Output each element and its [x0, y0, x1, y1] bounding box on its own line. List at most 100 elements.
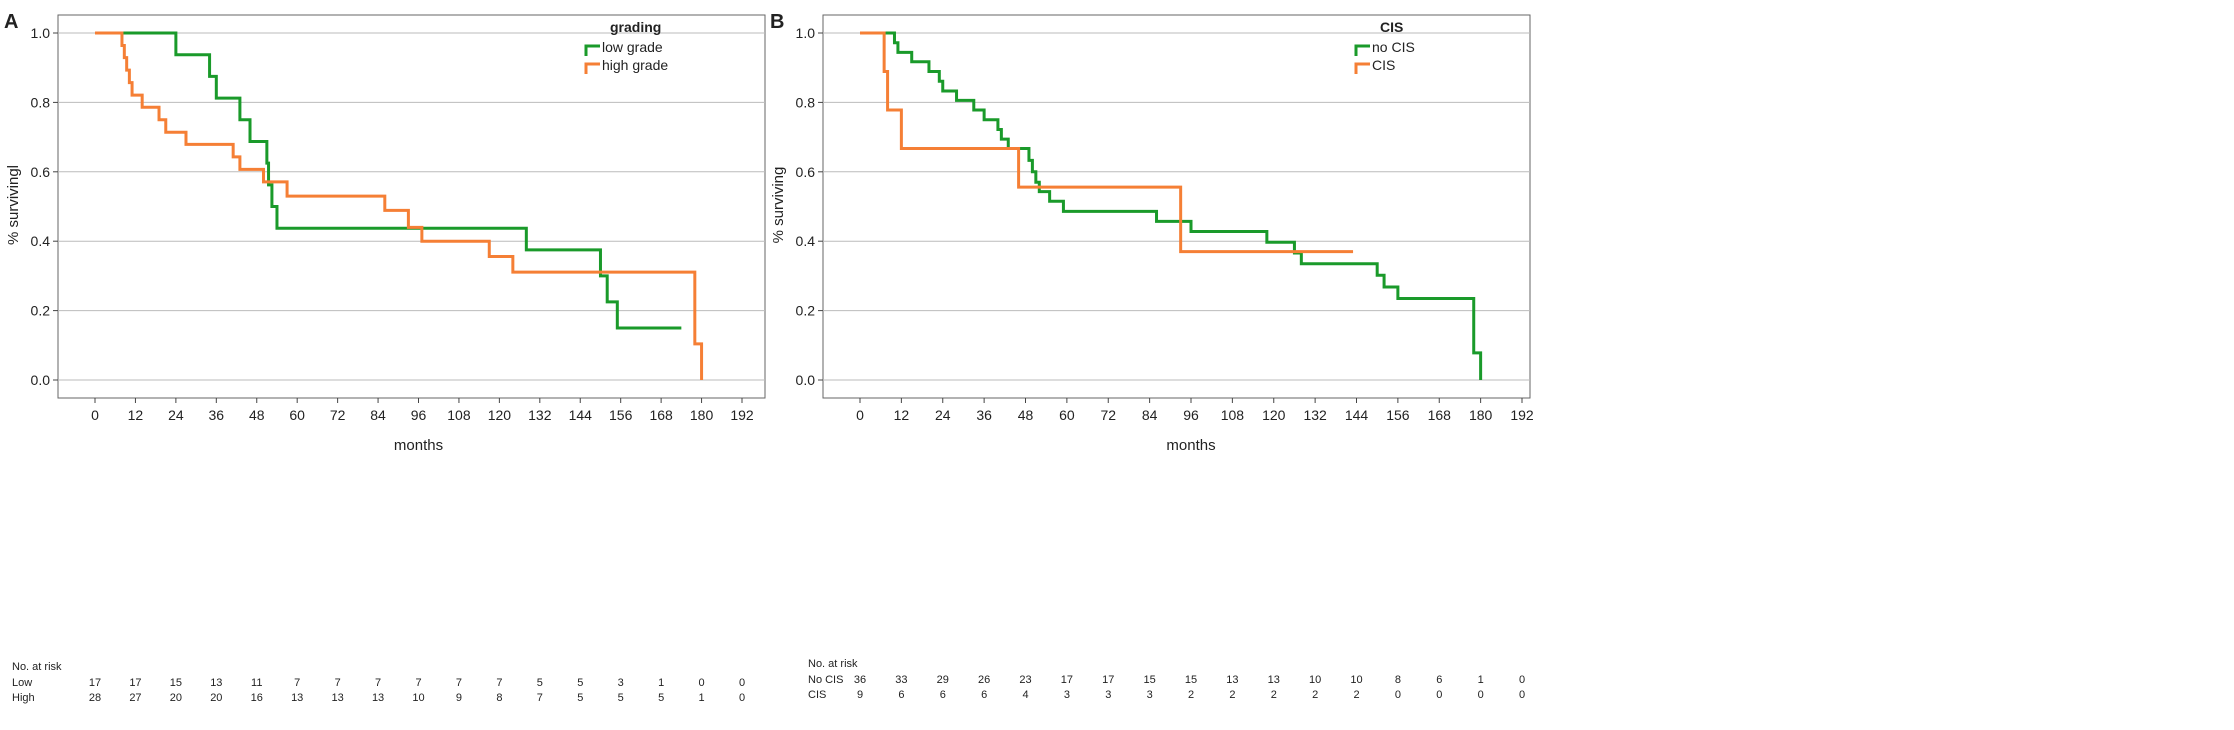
risk-value: 7	[415, 677, 421, 689]
x-tick-label: 168	[649, 407, 673, 423]
y-tick-label: 0.4	[796, 233, 816, 249]
x-tick-label: 120	[488, 407, 512, 423]
x-tick-label: 24	[935, 407, 951, 423]
risk-value: 23	[1019, 674, 1031, 686]
risk-value: 2	[1188, 689, 1194, 701]
risk-value: 13	[210, 677, 222, 689]
legend-swatch	[1354, 62, 1370, 74]
risk-value: 0	[739, 677, 745, 689]
legend-entry: low grade	[602, 39, 663, 55]
risk-value: 13	[332, 692, 344, 704]
risk-value: 2	[1229, 689, 1235, 701]
x-tick-label: 108	[447, 407, 471, 423]
x-tick-label: 0	[856, 407, 864, 423]
risk-row-label: Low	[12, 677, 32, 689]
x-tick-label: 84	[1142, 407, 1158, 423]
x-tick-label: 24	[168, 407, 184, 423]
x-axis-label: months	[1166, 437, 1215, 454]
risk-value: 7	[294, 677, 300, 689]
risk-value: 0	[1395, 689, 1401, 701]
risk-value: 17	[1102, 674, 1114, 686]
legend-entry: no CIS	[1372, 39, 1415, 55]
risk-value: 20	[170, 692, 182, 704]
legend-swatch	[584, 44, 600, 56]
x-tick-label: 48	[1018, 407, 1034, 423]
risk-value: 13	[1268, 674, 1280, 686]
x-tick-label: 0	[91, 407, 99, 423]
x-tick-label: 180	[1469, 407, 1493, 423]
x-tick-label: 60	[289, 407, 305, 423]
y-tick-label: 1.0	[31, 25, 51, 41]
x-tick-label: 132	[528, 407, 552, 423]
risk-value: 27	[129, 692, 141, 704]
risk-value: 15	[1185, 674, 1197, 686]
risk-row-label: High	[12, 692, 35, 704]
risk-value: 7	[496, 677, 502, 689]
risk-value: 6	[940, 689, 946, 701]
risk-value: 2	[1271, 689, 1277, 701]
x-tick-label: 36	[209, 407, 225, 423]
legend-title: CIS	[1380, 19, 1403, 35]
risk-value: 16	[251, 692, 263, 704]
x-tick-label: 132	[1303, 407, 1327, 423]
risk-value: 5	[618, 692, 624, 704]
risk-value: 0	[1519, 674, 1525, 686]
chart-panel-a: A0.00.20.40.60.81.00 12 24 36 48 60 72 84 96 108 1…	[4, 11, 766, 704]
risk-value: 10	[412, 692, 424, 704]
survival-curve-cis	[860, 31, 1354, 254]
risk-value: 15	[1144, 674, 1156, 686]
legend-title: grading	[610, 19, 661, 35]
x-tick-label: 108	[1221, 407, 1245, 423]
survival-curve-low-grade	[95, 31, 682, 330]
x-tick-label: 36	[976, 407, 992, 423]
x-tick-label: 144	[1345, 407, 1369, 423]
x-tick-label: 48	[249, 407, 265, 423]
risk-value: 10	[1350, 674, 1362, 686]
risk-value: 3	[618, 677, 624, 689]
survival-curve-no-cis	[860, 31, 1483, 380]
y-tick-label: 0.8	[31, 94, 51, 110]
risk-row-label: CIS	[808, 689, 826, 701]
risk-value: 5	[658, 692, 664, 704]
risk-value: 1	[1478, 674, 1484, 686]
x-tick-label: 12	[894, 407, 910, 423]
risk-value: 15	[170, 677, 182, 689]
risk-value: 5	[577, 692, 583, 704]
x-tick-label: 72	[1100, 407, 1116, 423]
risk-value: 11	[251, 677, 262, 689]
risk-value: 20	[210, 692, 222, 704]
risk-value: 1	[658, 677, 664, 689]
x-tick-label: 180	[690, 407, 714, 423]
y-tick-label: 1.0	[796, 25, 816, 41]
risk-value: 10	[1309, 674, 1321, 686]
y-tick-label: 0.2	[31, 303, 51, 319]
x-tick-label: 156	[1386, 407, 1410, 423]
risk-value: 9	[456, 692, 462, 704]
y-tick-label: 0.6	[31, 164, 51, 180]
y-tick-label: 0.0	[796, 372, 816, 388]
x-tick-label: 96	[411, 407, 427, 423]
risk-value: 9	[857, 689, 863, 701]
risk-table-title: No. at risk	[12, 661, 62, 673]
x-tick-label: 192	[730, 407, 754, 423]
risk-value: 3	[1064, 689, 1070, 701]
risk-value: 17	[129, 677, 141, 689]
x-tick-label: 60	[1059, 407, 1075, 423]
x-tick-label: 168	[1428, 407, 1452, 423]
y-tick-label: 0.4	[31, 233, 51, 249]
y-tick-label: 0.0	[31, 372, 51, 388]
legend-swatch	[1354, 44, 1370, 56]
risk-value: 36	[854, 674, 866, 686]
risk-value: 0	[699, 677, 705, 689]
risk-value: 5	[577, 677, 583, 689]
plot-frame	[57, 14, 766, 399]
risk-value: 6	[981, 689, 987, 701]
risk-value: 26	[978, 674, 990, 686]
chart-panel-b: B0.00.20.40.60.81.00 12 24 36 48 60 72 84 96 108 1…	[770, 11, 1534, 701]
risk-value: 7	[375, 677, 381, 689]
y-axis-label: % survivingl	[5, 165, 22, 245]
risk-value: 2	[1312, 689, 1318, 701]
risk-value: 6	[1436, 674, 1442, 686]
risk-value: 1	[699, 692, 705, 704]
risk-value: 0	[1478, 689, 1484, 701]
